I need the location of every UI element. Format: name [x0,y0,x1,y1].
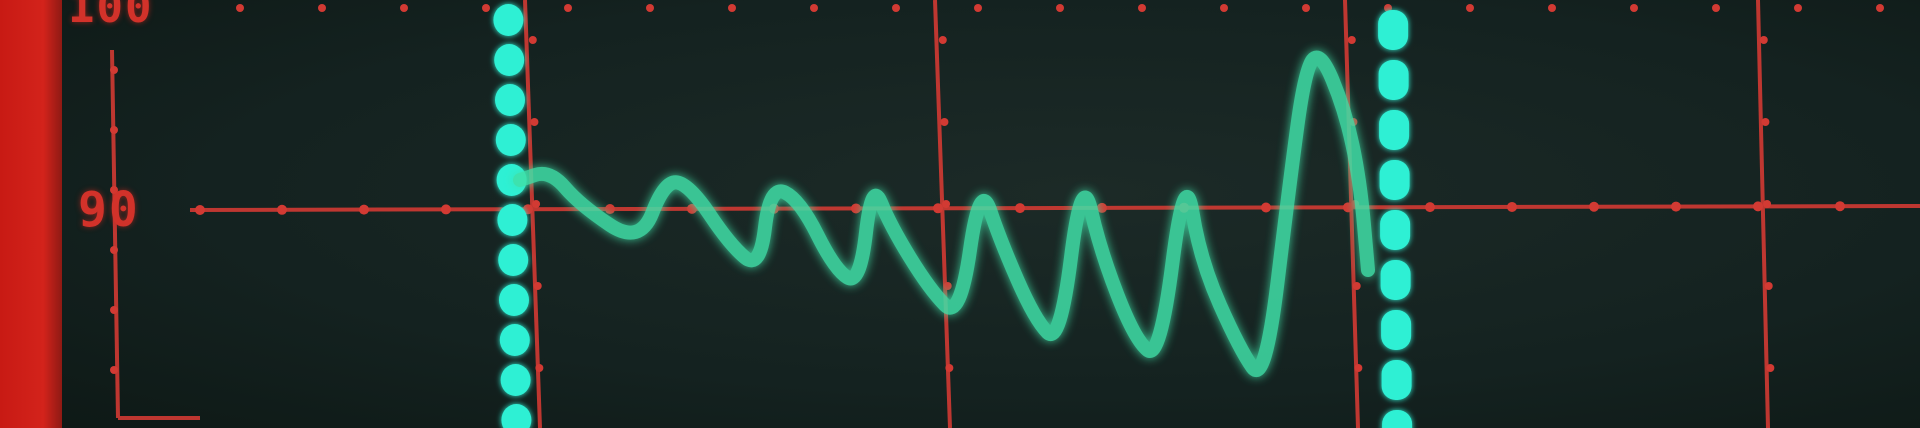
top-edge-tick [1056,4,1064,12]
center-line-tick [933,203,943,214]
right-cursor-dash [1380,260,1411,300]
vertical-line-tick [1759,36,1768,44]
top-edge-tick [1302,4,1310,12]
vertical-line-tick [1347,36,1356,44]
top-edge-tick [400,4,408,12]
center-line-tick [523,204,533,215]
vertical-line-tick [1764,282,1773,290]
left-cursor-dot [498,244,529,276]
grid-line-v4 [1756,0,1770,428]
center-line-tick [851,203,861,214]
scale-tick [110,306,118,314]
vertical-line-tick [532,200,541,208]
center-line-tick [1835,201,1845,212]
grid-line-v1 [523,0,542,428]
top-edge-tick [892,4,900,12]
top-edge-tick [1384,4,1392,12]
vertical-line-tick [1354,364,1363,372]
scale-tick [110,66,118,74]
vertical-line-tick [938,36,947,44]
vertical-line-tick [530,118,539,126]
scale-tick [110,126,118,134]
left-cursor-dot [499,324,530,356]
vertical-line-tick [942,200,951,208]
left-cursor-dot [501,404,532,428]
grid-line-v3 [1343,0,1360,428]
red-bezel [0,0,62,428]
center-line-tick [1097,202,1107,213]
vertical-line-tick [1761,118,1770,126]
vertical-line-tick [945,364,954,372]
center-line-tick [1507,201,1517,212]
center-line-tick [1753,201,1763,212]
right-cursor-dash [1382,410,1413,428]
center-line-tick [441,204,451,215]
top-edge-tick [1466,4,1474,12]
left-cursor-dot [497,204,528,236]
scale-tick [110,186,118,194]
vertical-line-tick [1352,282,1361,290]
left-cursor-dot [500,364,531,396]
right-cursor-dash [1379,110,1410,150]
horizontal-center-line [189,204,1920,212]
left-cursor-dot [494,44,525,76]
graticule [110,0,1920,428]
left-cursor-dot [495,124,526,156]
right-cursor-dash [1381,310,1412,350]
center-line-tick [1425,202,1435,213]
top-edge-tick [1138,4,1146,12]
top-edge-tick [1630,4,1638,12]
left-cursor-dot [495,84,525,116]
top-edge-tick [1876,4,1884,12]
top-edge-tick [1794,4,1802,12]
right-cursor-dash [1378,10,1409,50]
vertical-line-tick [1763,200,1772,208]
top-edge-tick [1712,4,1720,12]
vertical-line-tick [1766,364,1775,372]
top-edge-tick [1220,4,1228,12]
graticule-ticks [110,4,1884,374]
center-line-tick [687,203,697,214]
signal-trace [513,50,1375,377]
center-line-tick [359,204,369,215]
left-cursor-dot [499,284,529,316]
top-edge-tick [236,4,244,12]
center-line-tick [1589,201,1599,212]
center-line-tick [1015,203,1025,214]
top-edge-tick [1548,4,1556,12]
left-cursor-dot [496,164,527,196]
left-scale-line [110,49,120,419]
top-edge-tick [482,4,490,12]
center-line-tick [277,204,287,215]
top-edge-tick [564,4,572,12]
cursor-markers [493,4,1413,428]
right-cursor-dash [1378,60,1409,100]
scale-tick [110,366,118,374]
top-edge-tick [728,4,736,12]
scale-label-mid: 90 [78,182,140,238]
center-line-tick [1343,202,1353,213]
grid-line-v2 [933,0,952,428]
vertical-line-tick [528,36,537,44]
left-cursor-dot [493,4,524,36]
center-line-tick [1671,201,1681,212]
right-cursor-dash [1381,360,1412,400]
right-cursor-dash [1380,210,1411,250]
top-edge-tick [810,4,818,12]
top-edge-tick [646,4,654,12]
vertical-line-tick [940,118,949,126]
center-line-tick [605,204,615,215]
vertical-line-tick [535,364,544,372]
vertical-line-tick [943,282,952,290]
scale-tick [110,246,118,254]
vertical-line-tick [533,282,542,290]
center-line-tick [195,204,205,215]
scale-label-top: 100 [68,0,154,33]
top-edge-tick [974,4,982,12]
right-cursor-dash [1379,160,1410,200]
center-line-tick [1261,202,1271,213]
top-edge-tick [318,4,326,12]
